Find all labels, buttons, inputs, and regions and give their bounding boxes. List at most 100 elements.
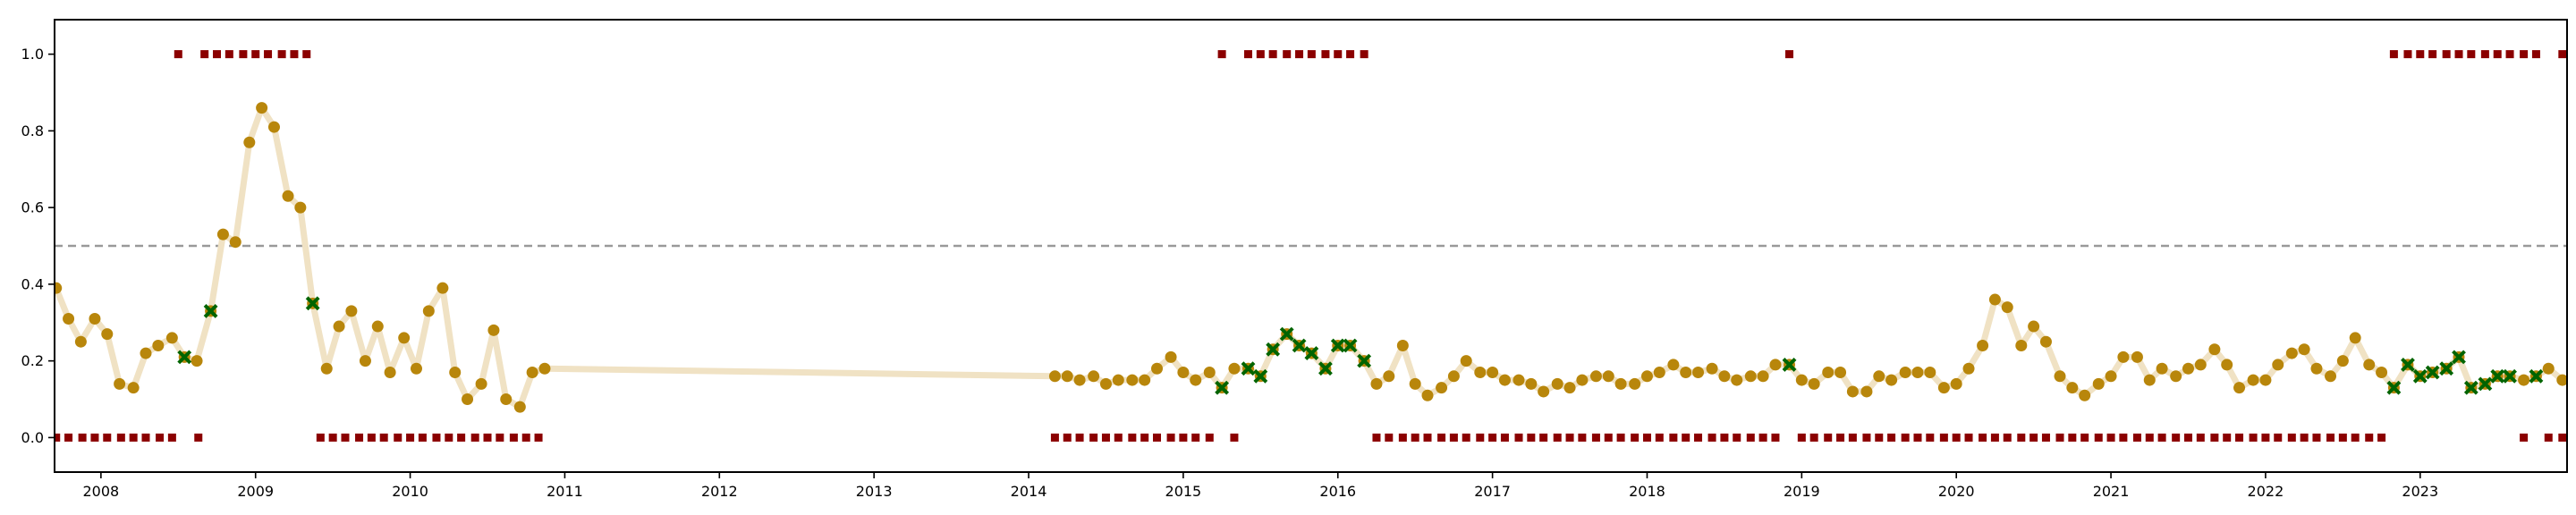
square-marker-low-72: [1746, 433, 1755, 442]
cross-marker-13: [1357, 353, 1372, 368]
square-marker-low-88: [1964, 433, 1973, 442]
x-tick-label-0: 2008: [82, 483, 119, 500]
data-point-50: [1190, 374, 1202, 386]
square-marker-high-6: [264, 50, 273, 59]
data-point-2: [74, 335, 87, 348]
square-marker-low-122: [2544, 433, 2553, 442]
square-marker-high-31: [2505, 50, 2514, 59]
data-point-9: [165, 332, 178, 344]
square-marker-high-2: [213, 50, 222, 59]
data-point-13: [216, 228, 229, 241]
square-marker-low-68: [1694, 433, 1703, 442]
square-marker-low-47: [1423, 433, 1432, 442]
square-marker-low-50: [1462, 433, 1470, 442]
square-marker-low-42: [1230, 433, 1239, 442]
square-marker-low-65: [1655, 433, 1664, 442]
square-marker-low-46: [1411, 433, 1419, 442]
data-point-31: [449, 367, 462, 379]
data-point-122: [2117, 350, 2130, 363]
square-marker-high-4: [239, 50, 248, 59]
square-marker-low-87: [1952, 433, 1961, 442]
square-marker-high-11: [1243, 50, 1252, 59]
cross-marker-17: [2412, 368, 2428, 384]
data-point-27: [398, 332, 411, 344]
square-marker-high-21: [1785, 50, 1794, 59]
data-point-75: [1513, 374, 1525, 386]
square-marker-low-79: [1848, 433, 1857, 442]
data-point-107: [1924, 367, 1936, 379]
x-tick-label-2: 2010: [392, 483, 428, 500]
square-marker-low-36: [1140, 433, 1149, 442]
cross-marker-23: [2490, 368, 2505, 384]
square-marker-low-123: [2558, 433, 2567, 442]
data-point-99: [1822, 367, 1835, 379]
data-point-120: [2092, 377, 2105, 390]
cross-marker-4: [1241, 361, 1256, 376]
square-marker-high-0: [174, 50, 182, 59]
square-marker-low-102: [2145, 433, 2154, 442]
x-tick-label-9: 2017: [1474, 483, 1511, 500]
data-point-22: [333, 320, 345, 333]
square-marker-low-13: [341, 433, 350, 442]
data-point-126: [2170, 370, 2182, 383]
square-marker-high-17: [1321, 50, 1330, 59]
square-marker-low-8: [156, 433, 165, 442]
data-point-110: [1962, 362, 1975, 375]
data-point-88: [1680, 367, 1692, 379]
data-point-8: [152, 339, 165, 351]
square-marker-low-106: [2196, 433, 2205, 442]
square-marker-low-100: [2119, 433, 2128, 442]
data-point-77: [1538, 385, 1550, 398]
square-marker-low-43: [1372, 433, 1381, 442]
data-point-30: [436, 282, 449, 294]
square-marker-low-90: [1990, 433, 1999, 442]
square-marker-low-12: [328, 433, 337, 442]
data-point-35: [500, 393, 513, 406]
data-point-119: [2079, 389, 2091, 401]
x-tick-label-11: 2019: [1784, 483, 1820, 500]
square-marker-low-107: [2210, 433, 2219, 442]
data-point-1: [63, 312, 75, 325]
data-point-81: [1589, 370, 1602, 383]
square-marker-low-44: [1385, 433, 1394, 442]
square-marker-high-28: [2467, 50, 2476, 59]
data-point-104: [1885, 374, 1898, 386]
data-point-68: [1421, 389, 1434, 401]
square-marker-low-51: [1476, 433, 1485, 442]
data-point-135: [2285, 347, 2298, 359]
square-marker-low-95: [2055, 433, 2064, 442]
square-marker-high-29: [2480, 50, 2489, 59]
square-marker-low-71: [1733, 433, 1741, 442]
square-marker-high-9: [302, 50, 311, 59]
square-marker-low-32: [1089, 433, 1098, 442]
square-marker-low-103: [2157, 433, 2166, 442]
square-marker-low-104: [2172, 433, 2181, 442]
square-marker-low-77: [1824, 433, 1833, 442]
square-marker-low-45: [1398, 433, 1407, 442]
data-point-139: [2336, 355, 2349, 367]
square-marker-low-91: [2003, 433, 2012, 442]
square-marker-low-111: [2261, 433, 2270, 442]
square-marker-low-2: [78, 433, 87, 442]
square-marker-low-98: [2094, 433, 2103, 442]
cross-marker-0: [177, 350, 192, 365]
data-point-130: [2221, 359, 2233, 371]
square-marker-high-24: [2416, 50, 2425, 59]
data-point-46: [1139, 374, 1151, 386]
data-point-17: [267, 121, 280, 133]
square-marker-low-29: [1050, 433, 1059, 442]
x-tick-label-15: 2023: [2402, 483, 2438, 500]
square-marker-low-27: [521, 433, 530, 442]
square-marker-low-86: [1939, 433, 1948, 442]
data-point-74: [1498, 374, 1511, 386]
y-tick-label-2: 0.4: [21, 275, 44, 292]
y-tick-label-3: 0.6: [21, 199, 44, 216]
square-marker-low-78: [1836, 433, 1845, 442]
square-marker-low-25: [496, 433, 504, 442]
square-marker-low-70: [1720, 433, 1729, 442]
data-point-140: [2349, 332, 2361, 344]
square-marker-low-61: [1604, 433, 1613, 442]
x-tick-label-3: 2011: [547, 483, 583, 500]
square-marker-low-16: [379, 433, 388, 442]
cross-marker-1: [203, 303, 218, 318]
